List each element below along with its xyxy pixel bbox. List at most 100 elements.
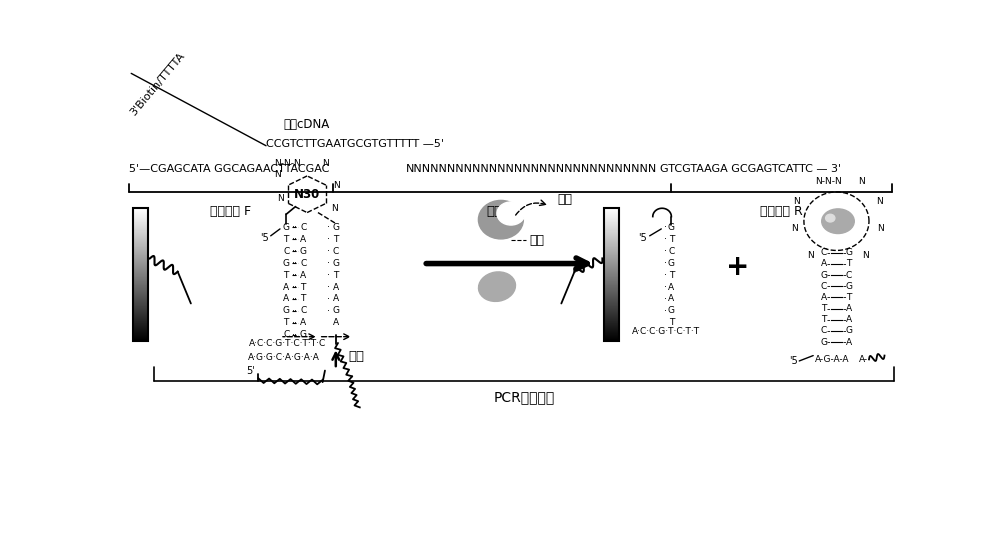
- Text: G: G: [283, 259, 290, 268]
- Text: ·: ·: [664, 246, 667, 256]
- Text: A-G-A-A: A-G-A-A: [815, 355, 850, 364]
- Text: 5'—CGAGCATA GGCAGAACTTACGAC: 5'—CGAGCATA GGCAGAACTTACGAC: [129, 164, 329, 174]
- Text: G: G: [332, 306, 339, 315]
- Text: G: G: [300, 330, 307, 339]
- Text: ·: ·: [664, 270, 667, 280]
- Text: A: A: [846, 315, 852, 324]
- Text: C: C: [300, 259, 306, 268]
- Text: 引物区域 R: 引物区域 R: [760, 206, 803, 218]
- Text: A-: A-: [859, 355, 868, 364]
- Text: -: -: [827, 248, 830, 258]
- Text: ·: ·: [292, 258, 295, 268]
- Text: C: C: [821, 248, 827, 257]
- Text: -: -: [827, 259, 830, 269]
- Text: C: C: [821, 282, 827, 291]
- Text: N-N-N: N-N-N: [274, 159, 301, 168]
- Text: C: C: [821, 326, 827, 335]
- Text: ·: ·: [292, 222, 295, 232]
- Text: -: -: [842, 315, 846, 325]
- Text: -: -: [842, 326, 846, 336]
- Text: N-N-N: N-N-N: [815, 176, 842, 186]
- Text: PCR文库扩增: PCR文库扩增: [494, 390, 555, 404]
- Text: N: N: [863, 251, 869, 260]
- Text: G: G: [668, 306, 675, 315]
- Text: N: N: [331, 204, 338, 213]
- Text: -: -: [842, 304, 846, 314]
- Text: ·: ·: [292, 330, 295, 340]
- Text: G: G: [845, 282, 852, 291]
- Text: +: +: [726, 253, 749, 281]
- Text: ·: ·: [327, 294, 330, 304]
- Bar: [604, 208, 619, 340]
- Text: C: C: [333, 247, 339, 256]
- Text: T: T: [301, 283, 306, 292]
- Text: T: T: [821, 304, 827, 313]
- Text: GTCGTAAGA GCGAGTCATTC — 3': GTCGTAAGA GCGAGTCATTC — 3': [660, 164, 841, 174]
- Text: C: C: [668, 247, 674, 256]
- Text: N: N: [277, 194, 283, 203]
- Text: A: A: [333, 283, 339, 292]
- Text: G: G: [283, 223, 290, 232]
- Text: -: -: [842, 337, 846, 347]
- Text: ·: ·: [327, 234, 330, 244]
- Text: '5: '5: [789, 356, 798, 366]
- Text: A: A: [821, 293, 827, 302]
- Text: CCGTCTTGAATGCGTGTTTTT —5': CCGTCTTGAATGCGTGTTTTT —5': [266, 139, 444, 149]
- Text: N30: N30: [294, 188, 320, 200]
- Text: G: G: [283, 306, 290, 315]
- Text: 捕获cDNA: 捕获cDNA: [284, 119, 330, 132]
- Text: T: T: [669, 318, 674, 328]
- Ellipse shape: [497, 202, 525, 225]
- Text: A: A: [300, 270, 306, 279]
- Text: ·: ·: [292, 306, 295, 316]
- Text: ·: ·: [327, 306, 330, 316]
- Text: -: -: [842, 281, 846, 291]
- Text: -: -: [827, 292, 830, 302]
- Text: A: A: [300, 235, 306, 244]
- Text: G: G: [668, 259, 675, 268]
- Text: G: G: [332, 223, 339, 232]
- Text: A: A: [668, 283, 674, 292]
- Text: 引物: 引物: [348, 350, 364, 363]
- Text: 洗涕: 洗涕: [558, 193, 573, 206]
- Text: G: G: [845, 248, 852, 257]
- Ellipse shape: [479, 272, 515, 301]
- Text: ·: ·: [664, 258, 667, 268]
- Text: ·: ·: [327, 282, 330, 292]
- Text: A: A: [283, 295, 289, 304]
- Text: C: C: [283, 330, 289, 339]
- Text: C: C: [300, 306, 306, 315]
- Text: ·: ·: [294, 258, 297, 268]
- Text: G: G: [821, 270, 828, 279]
- Text: -: -: [827, 326, 830, 336]
- Text: ·: ·: [292, 270, 295, 280]
- Text: ·: ·: [292, 282, 295, 292]
- Text: ·: ·: [294, 270, 297, 280]
- Text: -: -: [827, 270, 830, 280]
- Text: T: T: [333, 270, 338, 279]
- Text: T: T: [284, 235, 289, 244]
- Text: A: A: [846, 338, 852, 347]
- Text: ·: ·: [292, 246, 295, 256]
- Text: N: N: [333, 180, 340, 189]
- Text: ·: ·: [294, 318, 297, 328]
- Text: T: T: [846, 259, 852, 268]
- Text: A·C·C·G·T·C·T·T·C: A·C·C·G·T·C·T·T·C: [249, 339, 326, 348]
- Text: ·: ·: [294, 234, 297, 244]
- Text: ·: ·: [664, 294, 667, 304]
- Text: -: -: [827, 281, 830, 291]
- Text: A: A: [300, 318, 306, 328]
- Text: T: T: [821, 315, 827, 324]
- Text: N: N: [322, 159, 329, 168]
- Text: T: T: [284, 318, 289, 328]
- Text: N: N: [858, 176, 865, 186]
- Text: NNNNNNNNNNNNNNNNNNNNNNNNNNNNNN: NNNNNNNNNNNNNNNNNNNNNNNNNNNNNN: [406, 164, 657, 174]
- Text: ·: ·: [294, 222, 297, 232]
- Text: ·: ·: [664, 306, 667, 316]
- Text: -: -: [842, 259, 846, 269]
- Text: A: A: [333, 295, 339, 304]
- Text: T: T: [333, 235, 338, 244]
- Text: A: A: [283, 283, 289, 292]
- Ellipse shape: [826, 214, 835, 222]
- Text: ·: ·: [292, 234, 295, 244]
